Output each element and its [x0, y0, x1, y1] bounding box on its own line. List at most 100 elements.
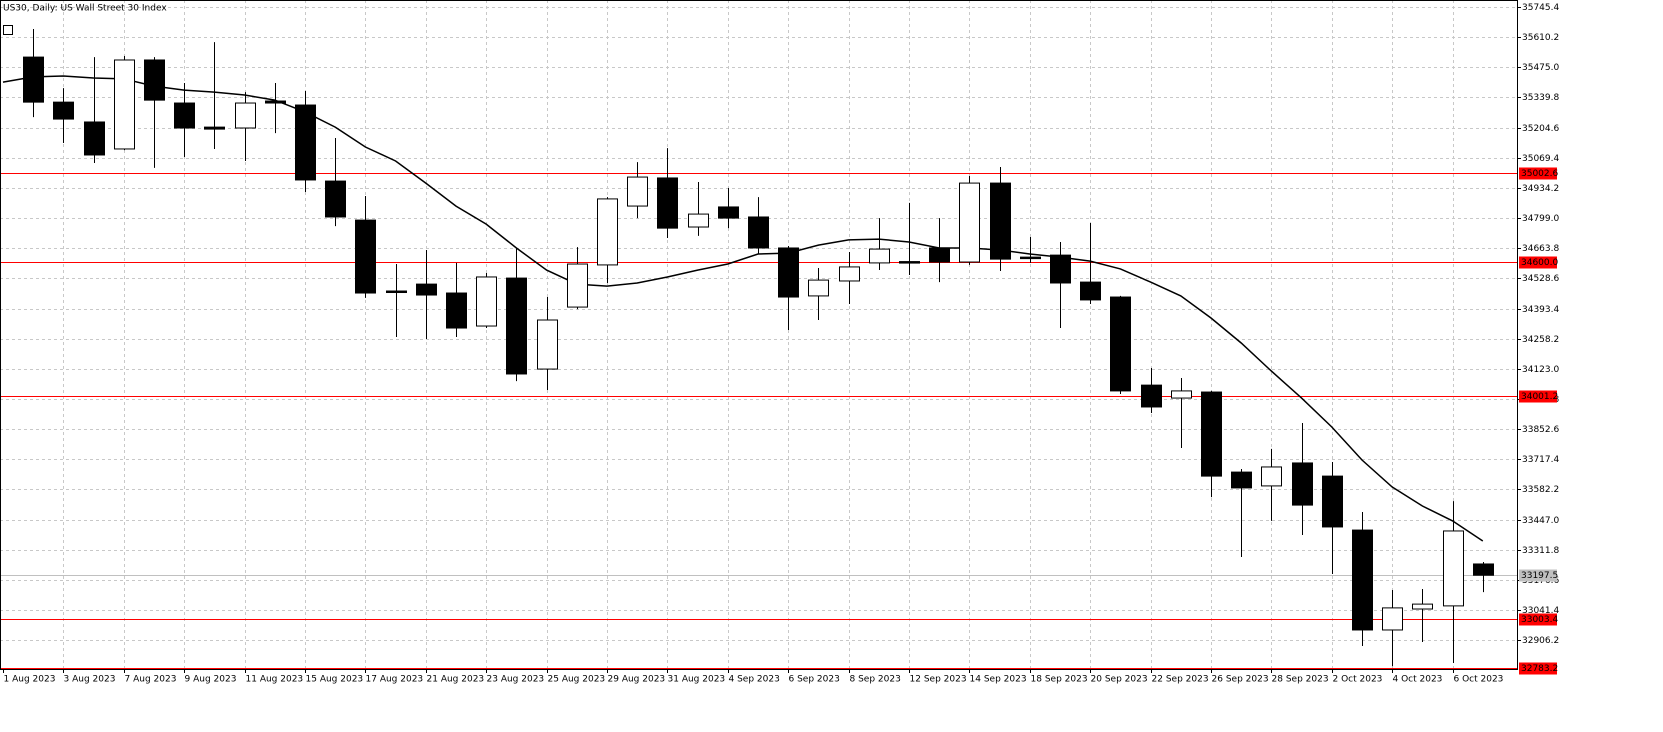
y-tick-label: 34258.2 [1522, 335, 1559, 345]
y-tick-label: 33041.4 [1522, 606, 1559, 616]
candle-body [204, 126, 225, 130]
x-tick-label: 31 Aug 2023 [668, 675, 726, 685]
candle-body [959, 182, 980, 263]
candle-body [325, 180, 346, 218]
x-tick-label: 1 Aug 2023 [4, 675, 56, 685]
candle-body [839, 266, 860, 282]
x-tick-label: 3 Aug 2023 [64, 675, 116, 685]
candle-body [1080, 281, 1101, 301]
current-price-label: 33197.5 [1521, 571, 1558, 581]
candle-body [114, 59, 135, 150]
y-tick-label: 35204.6 [1522, 124, 1559, 134]
chart-title: US30, Daily: US Wall Street 30 Index [3, 4, 167, 14]
candle-body [1473, 563, 1494, 576]
current-price-bg [1519, 569, 1557, 582]
x-tick-label: 29 Aug 2023 [608, 675, 666, 685]
candle-body [597, 198, 618, 266]
candle-body [506, 277, 527, 375]
x-tick-label: 22 Sep 2023 [1152, 675, 1209, 685]
y-tick-label: 34934.2 [1522, 184, 1559, 194]
candle-body [1443, 530, 1464, 607]
y-tick-label: 34663.8 [1522, 244, 1559, 254]
candle-body [748, 216, 769, 249]
candle-body [446, 292, 467, 329]
candle-body [990, 182, 1011, 260]
y-tick-label: 33717.4 [1522, 455, 1559, 465]
candle-body [84, 121, 105, 156]
axis-layer: 35745.4 35610.2 35475.0 35339.8 35204.6 35069… [3, 3, 1559, 685]
one-click-toggle[interactable] [3, 25, 13, 35]
plot-frame [0, 0, 1518, 670]
level-label: 32783.2 [1521, 664, 1558, 674]
y-tick-label: 33852.6 [1522, 425, 1559, 435]
candle-body [1141, 384, 1162, 408]
candle-body [929, 247, 950, 263]
candle-body [1050, 254, 1071, 284]
candle-body [1382, 607, 1403, 631]
x-tick-label: 25 Aug 2023 [548, 675, 606, 685]
level-label-bg [1519, 167, 1557, 180]
y-tick-label: 35745.4 [1522, 3, 1559, 13]
x-tick-label: 12 Sep 2023 [910, 675, 967, 685]
x-tick-label: 26 Sep 2023 [1212, 675, 1269, 685]
candle-body [23, 56, 44, 103]
y-tick-label: 35069.4 [1522, 154, 1559, 164]
candle-body [1201, 391, 1222, 477]
candle-body [174, 102, 195, 129]
x-tick-label: 23 Aug 2023 [487, 675, 545, 685]
x-tick-label: 15 Aug 2023 [306, 675, 364, 685]
moving-average-line [2, 75, 1484, 542]
candle-body [869, 248, 890, 264]
candle-body [627, 176, 648, 207]
y-tick-label: 34799.0 [1522, 214, 1559, 224]
x-tick-label: 7 Aug 2023 [125, 675, 177, 685]
y-tick-label: 33311.8 [1522, 546, 1559, 556]
x-tick-label: 14 Sep 2023 [970, 675, 1027, 685]
candle-body [1171, 390, 1192, 399]
y-tick-label: 35610.2 [1522, 33, 1559, 43]
candle-body [1352, 529, 1373, 631]
candle-body [567, 263, 588, 308]
level-label-bg [1519, 256, 1557, 269]
x-tick-label: 11 Aug 2023 [246, 675, 304, 685]
candle-body [537, 319, 558, 370]
candle-body [386, 290, 407, 294]
candle-body [657, 177, 678, 229]
candle-body [1231, 471, 1252, 489]
candle-body [355, 219, 376, 294]
x-tick-label: 20 Sep 2023 [1091, 675, 1148, 685]
level-label: 34001.2 [1521, 392, 1558, 402]
x-tick-label: 2 Oct 2023 [1333, 675, 1383, 685]
x-tick-label: 9 Aug 2023 [185, 675, 237, 685]
x-tick-label: 21 Aug 2023 [427, 675, 485, 685]
candle-body [688, 213, 709, 228]
grid-layer [0, 0, 1517, 669]
level-label-bg [1519, 390, 1557, 403]
candle-body [1292, 462, 1313, 506]
x-tick-label: 18 Sep 2023 [1031, 675, 1088, 685]
y-tick-label: 34393.4 [1522, 305, 1559, 315]
x-tick-label: 4 Oct 2023 [1393, 675, 1443, 685]
candle-body [265, 100, 286, 104]
x-tick-label: 6 Sep 2023 [789, 675, 840, 685]
data-layer [2, 28, 1494, 667]
y-tick-label: 33582.2 [1522, 485, 1559, 495]
level-label-bg [1519, 613, 1557, 626]
level-label: 33003.4 [1521, 615, 1558, 625]
y-tick-label: 34123.0 [1522, 365, 1559, 375]
level-labels-layer: 35002.6 34600.0 34001.2 33003.4 32783.2 33197… [1519, 167, 1558, 675]
candle-body [476, 276, 497, 327]
y-tick-label: 32906.2 [1522, 636, 1559, 646]
level-label-bg [1519, 662, 1557, 675]
x-tick-label: 17 Aug 2023 [366, 675, 424, 685]
x-tick-label: 8 Sep 2023 [850, 675, 901, 685]
candle-body [1322, 475, 1343, 528]
y-tick-label: 35339.8 [1522, 93, 1559, 103]
candle-body [718, 206, 739, 219]
x-tick-label: 6 Oct 2023 [1454, 675, 1504, 685]
candle-body [295, 104, 316, 181]
candle-body [1412, 603, 1433, 610]
x-tick-label: 28 Sep 2023 [1272, 675, 1329, 685]
candle-body [778, 247, 799, 298]
